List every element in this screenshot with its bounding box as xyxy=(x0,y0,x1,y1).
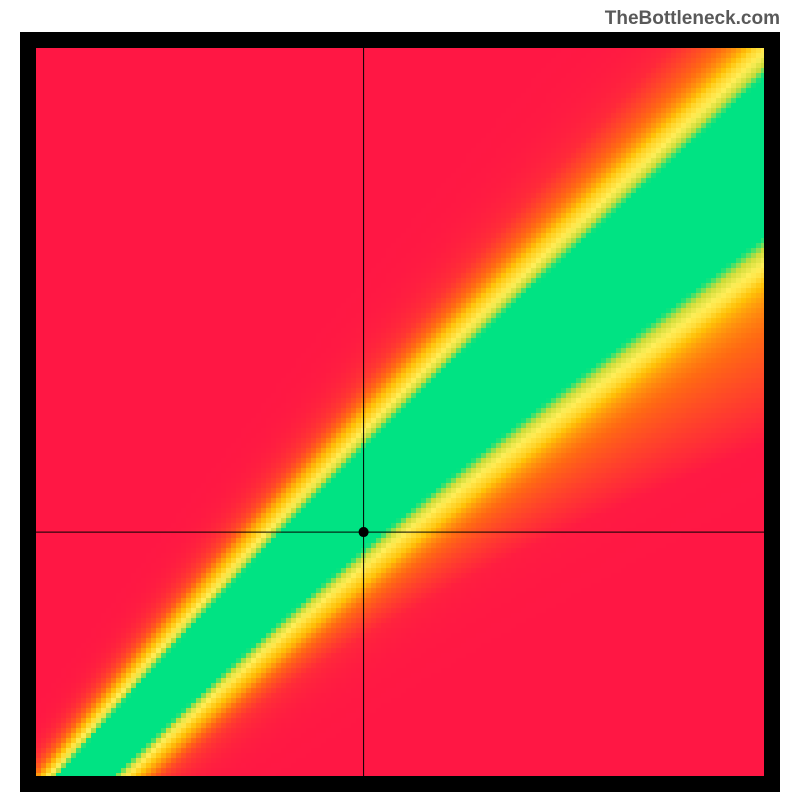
root-container: TheBottleneck.com xyxy=(0,0,800,800)
heatmap-canvas xyxy=(20,32,780,792)
watermark-text: TheBottleneck.com xyxy=(605,8,780,30)
chart-frame xyxy=(20,32,780,792)
